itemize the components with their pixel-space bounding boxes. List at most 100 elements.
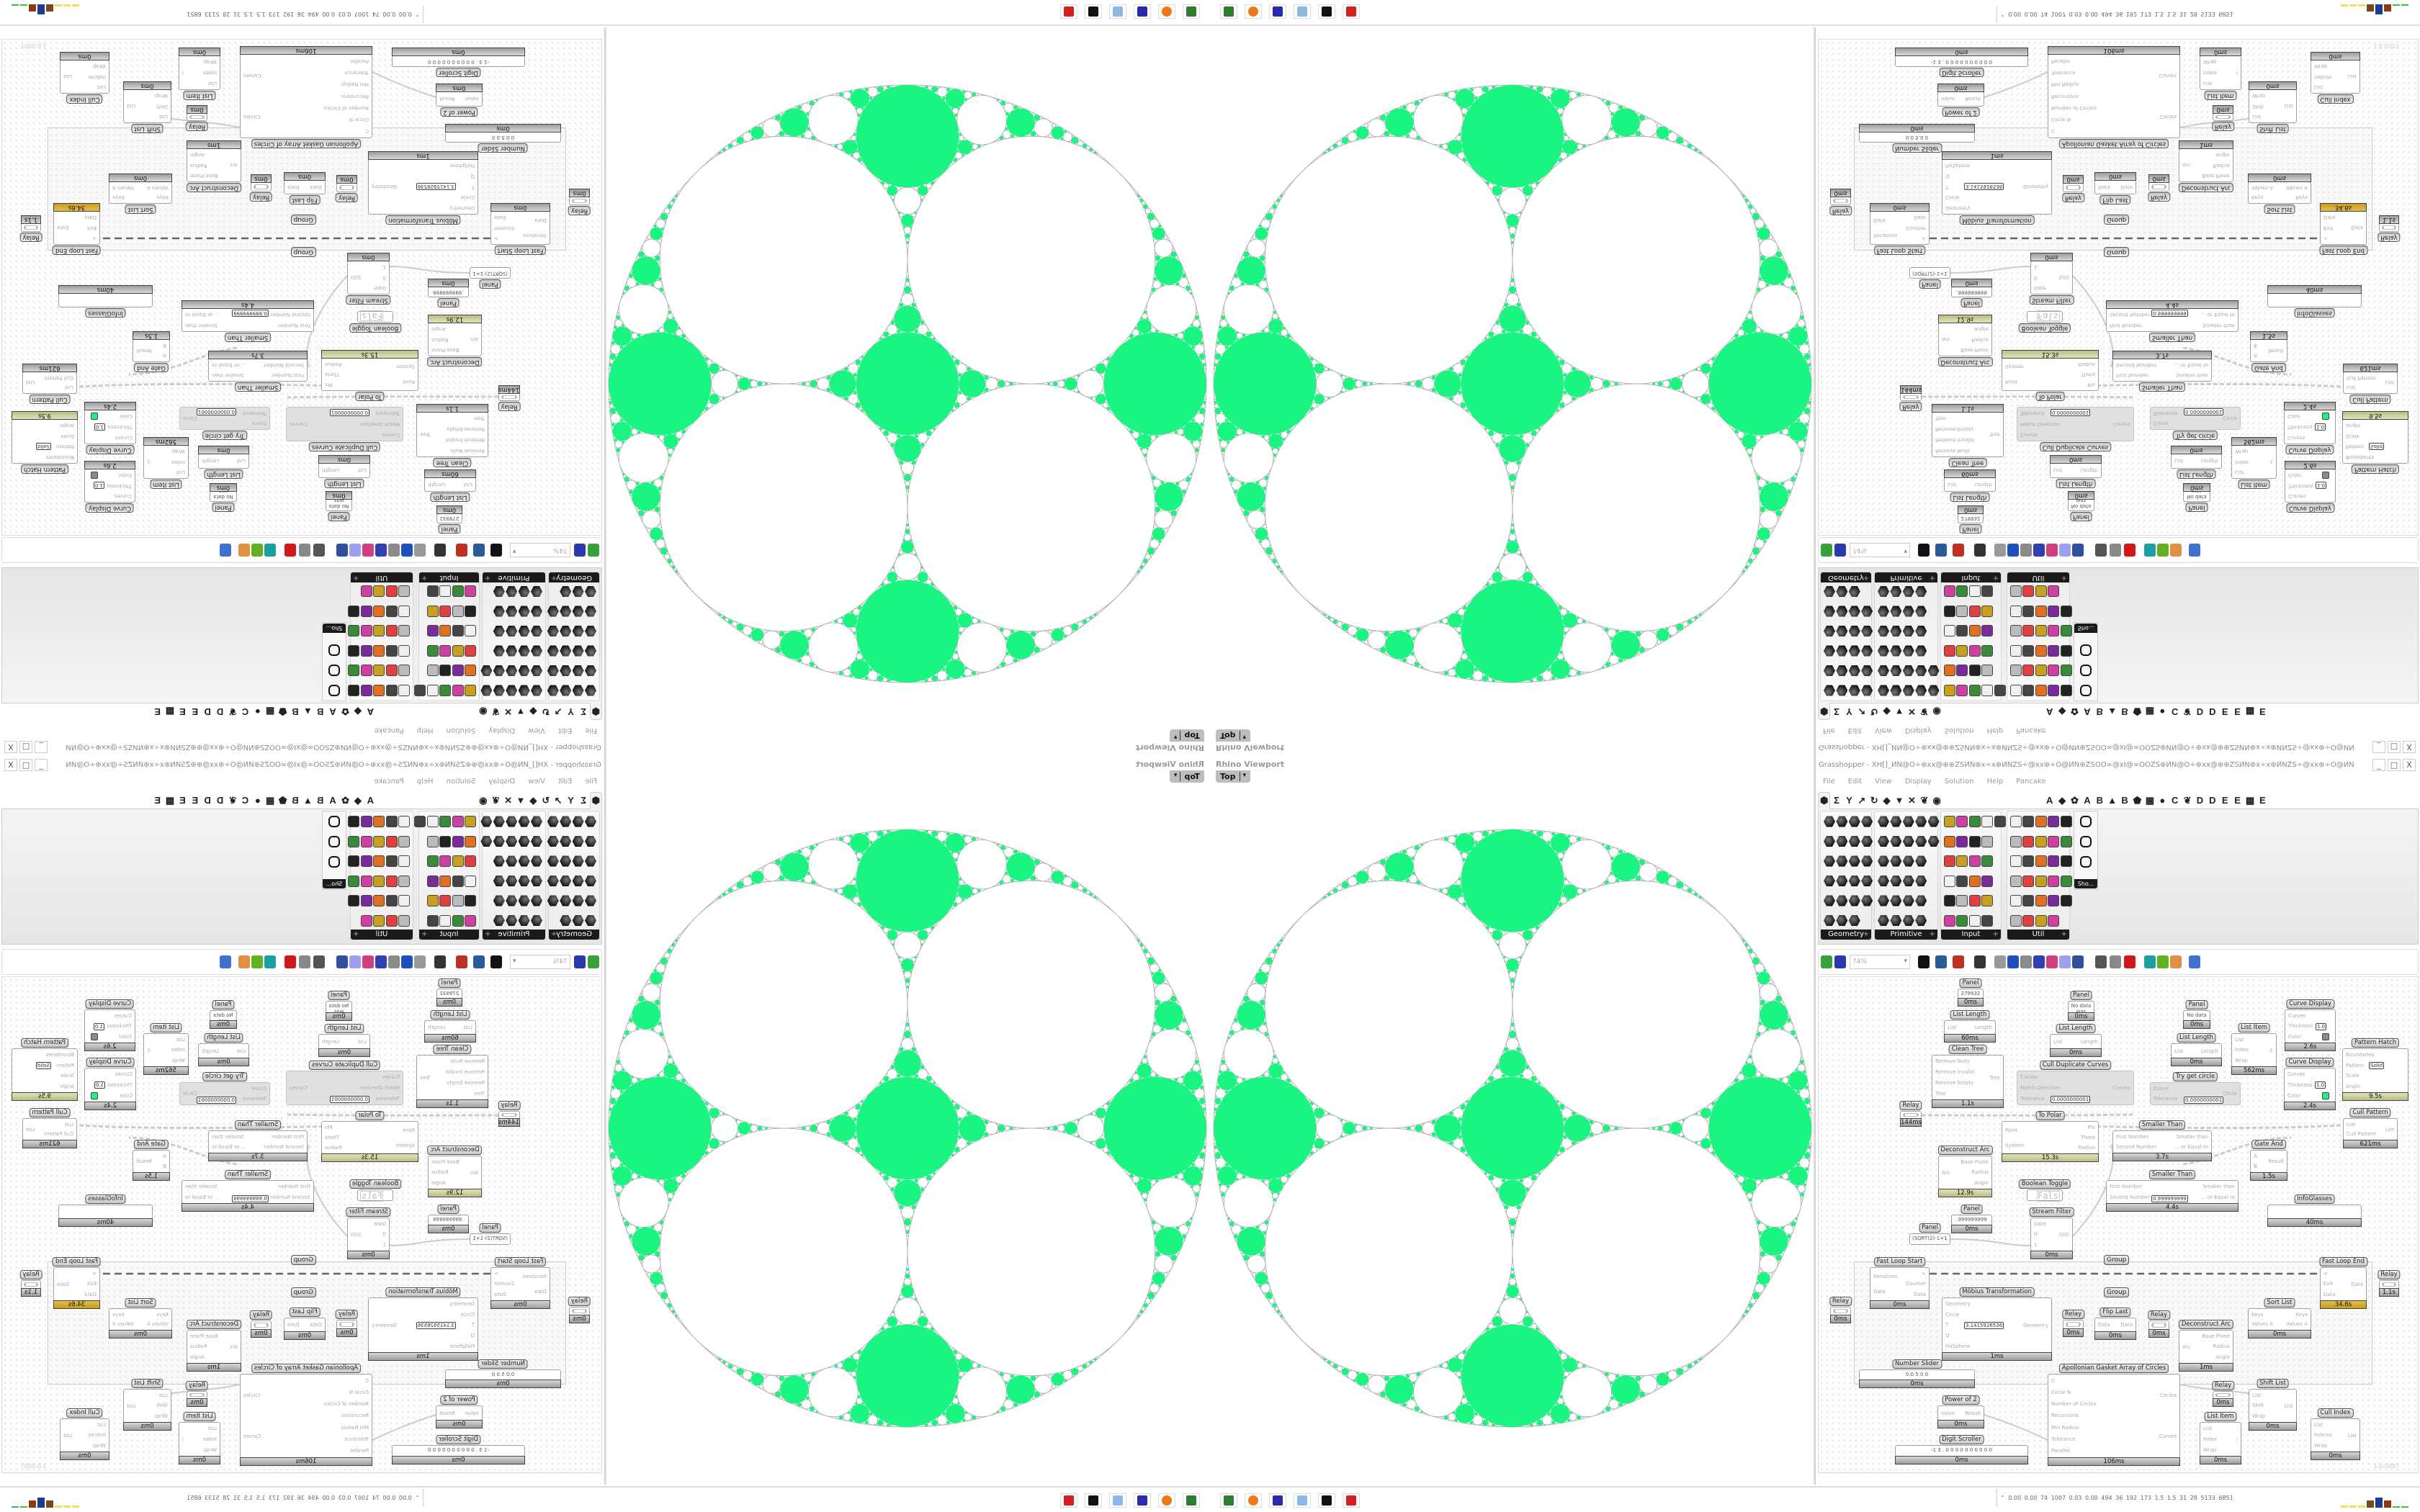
input-param[interactable]: List (1948, 482, 1957, 487)
group-label[interactable]: Group (290, 1255, 316, 1265)
tab-icon[interactable]: ● (254, 795, 261, 806)
component-icon[interactable] (2035, 625, 2047, 637)
component-icon[interactable] (385, 914, 398, 927)
toolbar-icon[interactable] (456, 955, 467, 968)
component-icon[interactable] (360, 665, 372, 677)
component-icon[interactable] (373, 665, 385, 677)
component-infoglasses[interactable]: InfoGlasses 40ms (2267, 285, 2362, 318)
component-icon[interactable] (531, 606, 542, 617)
panel-text[interactable]: 279932 (439, 516, 460, 521)
component-icon[interactable] (465, 606, 476, 617)
toolbar-icon[interactable] (375, 955, 387, 968)
component-label[interactable]: Cull Index (2317, 94, 2354, 104)
show-icon[interactable] (328, 665, 340, 676)
toolbar-icon[interactable] (401, 544, 413, 557)
component-icon[interactable] (573, 836, 584, 847)
toolbar-icon[interactable] (401, 955, 413, 968)
menu-help[interactable]: Help (416, 778, 434, 786)
component-icon[interactable] (1928, 685, 1940, 696)
component-icon[interactable] (573, 816, 584, 827)
component-icon[interactable] (493, 816, 505, 827)
tab-icon[interactable]: ✕ (1907, 706, 1916, 718)
component-icon[interactable] (2035, 665, 2047, 677)
input-param[interactable]: Wrap (171, 1057, 185, 1063)
component-icon[interactable] (1994, 816, 2006, 827)
view-dropdown[interactable]: Top ▾ (1169, 770, 1204, 783)
component-label[interactable]: Relay (1829, 1297, 1852, 1306)
component-icon[interactable] (1890, 835, 1902, 847)
component-icon[interactable] (348, 606, 360, 617)
color-swatch[interactable] (2322, 1092, 2329, 1099)
param-value[interactable]: -1 3 . 0 0 0 0 0 0 0 0 0 0 (428, 1447, 489, 1453)
component-label[interactable]: Cull Duplicate Curves (308, 1061, 381, 1070)
component-curve-display[interactable]: Curve Display Curves Thickness Color 1.0 2.6s (2285, 999, 2336, 1051)
component-icon[interactable] (531, 626, 542, 637)
component-icon[interactable] (360, 685, 372, 696)
component-icon[interactable] (348, 625, 360, 637)
taskbar-app-display-app-icon[interactable] (1183, 1493, 1200, 1508)
component-icon[interactable] (531, 685, 542, 696)
component-icon[interactable] (1956, 895, 1968, 906)
component-icon[interactable] (573, 685, 584, 696)
menu-help[interactable]: Help (1986, 726, 2004, 734)
component-icon[interactable] (1981, 855, 1994, 867)
component-icon[interactable] (585, 816, 596, 827)
component-icon[interactable] (1981, 606, 1994, 617)
output-param[interactable]: Circle (183, 1091, 197, 1097)
tab-icon[interactable]: ⬟ (278, 706, 287, 718)
zoom-input[interactable]: 74% (1850, 955, 1910, 969)
input-param[interactable]: < (2323, 235, 2328, 241)
tab-d[interactable]: D (2196, 795, 2204, 806)
component-label[interactable]: List Item (183, 1412, 216, 1421)
menu-help[interactable]: Help (416, 726, 434, 734)
menu-pancake[interactable]: Pancake (2016, 726, 2046, 734)
component-label[interactable]: Boolean Toggle (349, 323, 402, 333)
component-icon[interactable] (439, 816, 452, 827)
output-param[interactable]: Values A (2286, 184, 2308, 191)
output-param[interactable]: Theta (325, 372, 340, 377)
component-list-length[interactable]: List Length List Length 0ms (318, 455, 370, 488)
component-label[interactable]: Cull Pattern (2349, 1108, 2391, 1117)
input-param[interactable]: System (395, 364, 415, 370)
component-relay[interactable]: Relay 144ms (1899, 385, 1922, 411)
menu-solution[interactable]: Solution (1944, 778, 1974, 786)
tab-icon[interactable]: ● (2159, 795, 2166, 806)
output-param[interactable]: Angle (190, 1354, 205, 1360)
component-icon[interactable] (1956, 875, 1968, 887)
component-icon[interactable] (465, 855, 476, 867)
component-label[interactable]: Fast Loop End (2318, 246, 2368, 255)
output-param[interactable]: Base Plane (431, 346, 460, 353)
panel-text[interactable]: 279932 (439, 991, 460, 996)
component-icon[interactable] (1836, 685, 1847, 696)
tab-d[interactable]: D (2209, 706, 2216, 717)
component-number-slider[interactable]: Number Slider 0.0 5.0 0 0ms (445, 1359, 561, 1388)
param-value[interactable]: 3.1415926536 (416, 1322, 456, 1329)
input-param[interactable]: Curves (115, 1071, 133, 1078)
component-icon[interactable] (519, 685, 530, 696)
input-param[interactable]: Color (2288, 1033, 2302, 1040)
output-param[interactable]: Length (428, 482, 446, 487)
input-param[interactable]: Shift (156, 1403, 168, 1409)
component-icon[interactable] (373, 855, 385, 867)
component-icon[interactable] (531, 816, 542, 827)
component-icon[interactable] (1902, 914, 1914, 927)
output-param[interactable]: S(0) (2058, 274, 2069, 281)
component-icon[interactable] (465, 685, 476, 696)
toolbar-icon[interactable] (414, 544, 426, 557)
input-param[interactable]: Match Direction (2020, 1084, 2061, 1091)
tab-icon[interactable]: ● (254, 706, 261, 717)
input-param[interactable]: Circle N (2051, 116, 2071, 122)
output-param[interactable]: Curves (2159, 1433, 2177, 1439)
group-label[interactable]: Group (2104, 1287, 2130, 1297)
toolbar-icon[interactable] (2144, 544, 2156, 557)
component-smaller-than[interactable]: Smaller Than First Number Second Number Sma… (2112, 351, 2212, 392)
output-param[interactable]: Circle (2223, 415, 2237, 421)
component-icon[interactable] (1915, 816, 1927, 827)
menu-view[interactable]: View (1875, 778, 1892, 786)
toolbar-icon[interactable] (220, 544, 231, 557)
component-icon[interactable] (348, 855, 360, 867)
input-param[interactable]: Curves (382, 431, 400, 438)
tab-icon[interactable]: ◆ (2058, 706, 2066, 718)
